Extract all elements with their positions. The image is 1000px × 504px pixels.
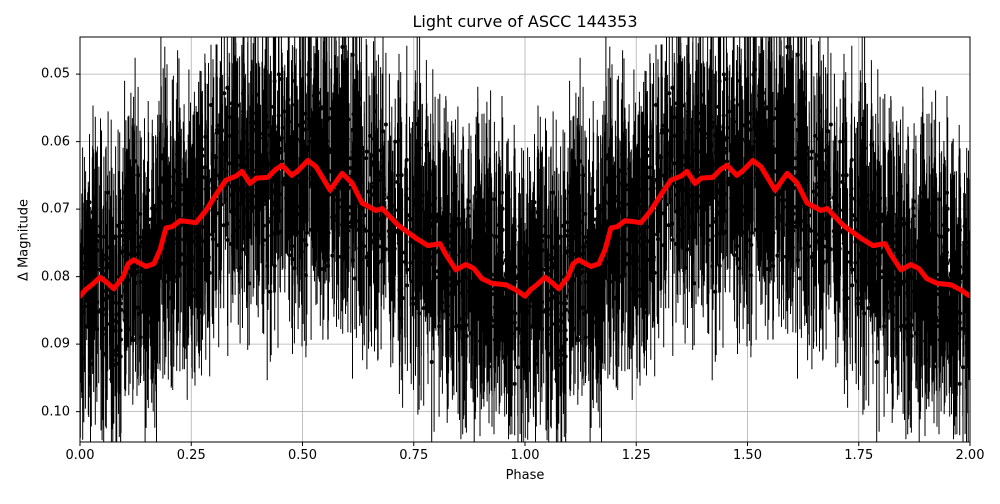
x-tick-label: 0.75 <box>399 448 429 463</box>
chart-title: Light curve of ASCC 144353 <box>412 12 638 31</box>
y-tick-label: 0.05 <box>41 66 70 82</box>
y-tick-label: 0.06 <box>41 134 70 150</box>
y-tick-label: 0.09 <box>41 336 70 352</box>
x-tick-label: 1.50 <box>733 448 762 463</box>
y-tick-label: 0.08 <box>41 269 70 285</box>
x-tick-label: 1.00 <box>510 448 540 463</box>
x-tick-label: 0.25 <box>176 448 206 463</box>
x-tick-label: 1.75 <box>844 448 874 463</box>
x-axis-label: Phase <box>505 468 545 483</box>
x-tick-label: 0.50 <box>288 448 317 463</box>
x-tick-label: 2.00 <box>955 448 985 463</box>
x-tick-label: 0.00 <box>65 448 95 463</box>
y-tick-label: 0.07 <box>41 201 70 217</box>
x-tick-label: 1.25 <box>621 448 651 463</box>
mean-curve <box>80 158 970 299</box>
y-tick-label: 0.10 <box>41 404 70 420</box>
